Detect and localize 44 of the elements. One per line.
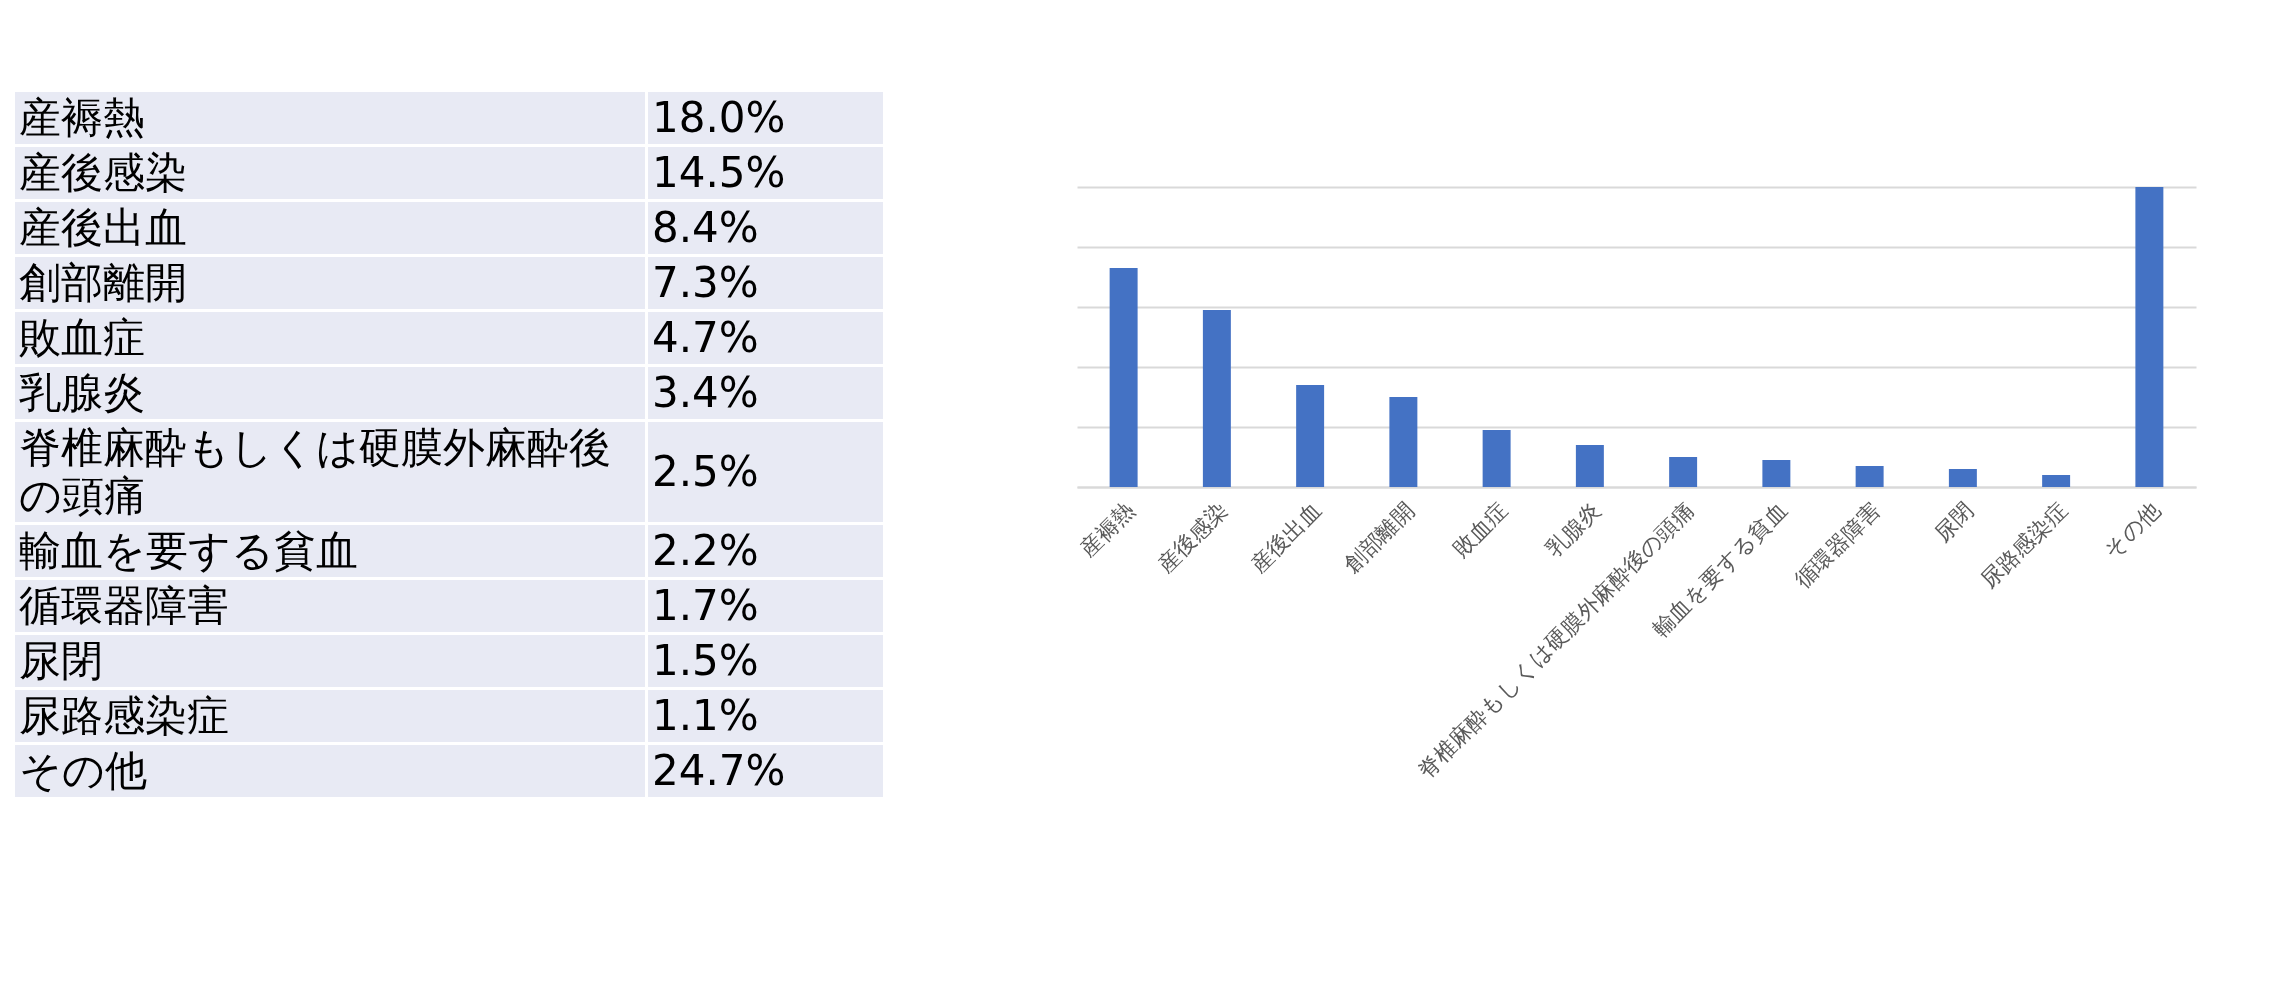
bar [2042, 475, 2071, 487]
text: 4.7% [652, 313, 759, 362]
x-tick-label: 創部離開 [1339, 497, 1419, 578]
text: 2.2% [652, 526, 759, 575]
text: 1.5% [652, 636, 759, 685]
text: 24.7% [652, 746, 786, 795]
bar [1389, 397, 1418, 487]
text: 8.4% [652, 203, 759, 252]
bar [1855, 466, 1884, 487]
x-tick-label: 産褥熱 [1074, 497, 1140, 562]
category-label: 産後感染 [15, 147, 645, 199]
text: 14.5% [652, 148, 786, 197]
text: 18.0% [652, 93, 786, 142]
category-label: 創部離開 [15, 257, 645, 309]
bar [1762, 460, 1791, 487]
category-label: 尿閉 [15, 635, 645, 687]
text: 1.1% [652, 691, 759, 740]
category-label: 産後出血 [15, 202, 645, 254]
text: 1.7% [652, 581, 759, 630]
bar [1948, 469, 1977, 487]
text: 3.4% [652, 368, 759, 417]
x-tick-label: 乳腺炎 [1541, 497, 1606, 562]
category-label: 循環器障害 [15, 580, 645, 632]
x-tick-label: 敗血症 [1447, 497, 1513, 562]
text: 2.5% [652, 447, 759, 496]
bar [1296, 385, 1325, 487]
category-label: 産褥熱 [15, 92, 645, 144]
bar [1202, 310, 1231, 487]
category-label: その他 [15, 745, 645, 797]
category-label: 乳腺炎 [15, 367, 645, 419]
bar [2135, 187, 2164, 487]
category-label: 敗血症 [15, 312, 645, 364]
bar [1575, 445, 1604, 487]
x-tick-label: 産後感染 [1152, 497, 1233, 578]
category-label: 尿路感染症 [15, 690, 645, 742]
bar [1109, 268, 1138, 487]
x-tick-label: その他 [2099, 497, 2165, 564]
bar [1669, 457, 1698, 487]
text: 7.3% [652, 258, 759, 307]
bar [1482, 430, 1511, 487]
x-tick-label: 尿路感染症 [1976, 497, 2072, 593]
x-tick-label: 産後出血 [1245, 497, 1326, 578]
x-tick-label: 尿閉 [1929, 497, 1979, 547]
x-tick-label: 循環器障害 [1789, 497, 1886, 593]
